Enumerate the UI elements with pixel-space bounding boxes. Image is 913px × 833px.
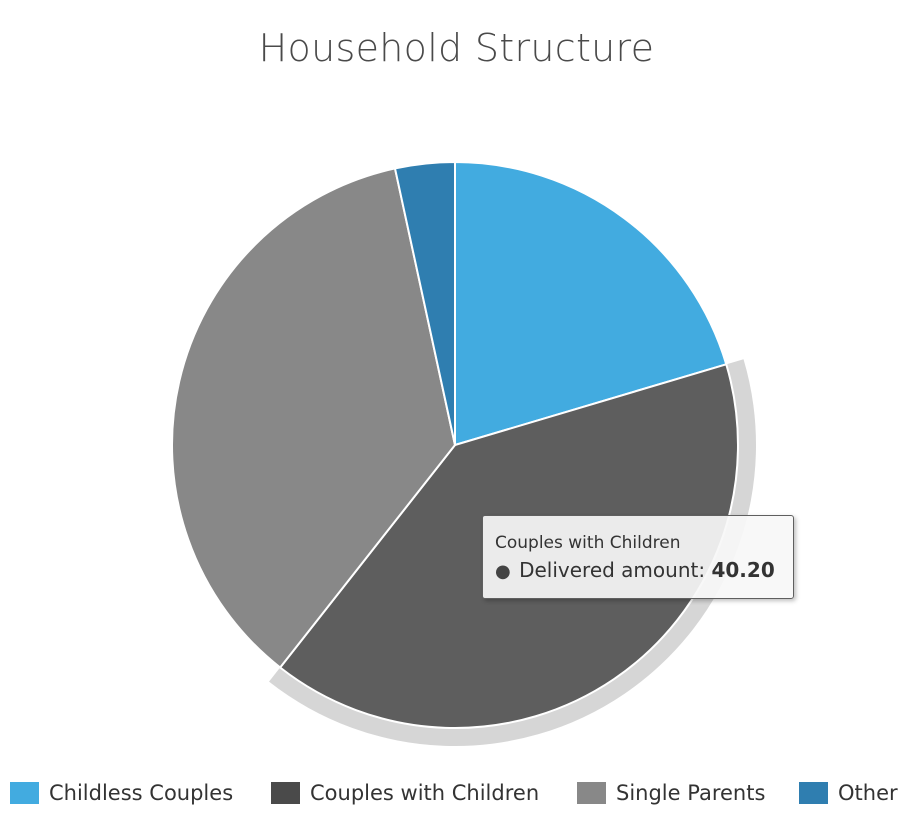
legend-swatch (271, 782, 300, 804)
legend-item-childless-couples[interactable]: Childless Couples (10, 776, 233, 810)
tooltip-row: ● Delivered amount: 40.20 (495, 558, 775, 582)
tooltip-series-name: Delivered amount (519, 558, 699, 582)
legend-label: Childless Couples (49, 781, 234, 805)
legend-swatch (577, 782, 606, 804)
legend-swatch (799, 782, 828, 804)
pie-slice-single-parents[interactable] (171, 167, 456, 669)
legend-item-couples-with-children[interactable]: Couples with Children (271, 776, 539, 810)
legend-label: Single Parents (616, 781, 766, 805)
tooltip: Couples with Children ● Delivered amount… (482, 515, 794, 599)
legend-label: Couples with Children (310, 781, 540, 805)
tooltip-series-dot-icon: ● (495, 561, 511, 582)
legend-item-other[interactable]: Other (799, 776, 898, 810)
chart-title: Household Structure (258, 26, 655, 70)
tooltip-title: Couples with Children (495, 533, 681, 553)
legend-label: Other (838, 781, 898, 805)
tooltip-value: 40.20 (711, 558, 775, 582)
pie-slice-childless-couples[interactable] (454, 161, 728, 446)
pie-chart (171, 161, 757, 747)
legend-item-single-parents[interactable]: Single Parents (577, 776, 765, 810)
legend: Childless Couples Couples with Children … (0, 776, 913, 810)
pie-slice-other[interactable] (394, 161, 456, 446)
legend-swatch (10, 782, 39, 804)
